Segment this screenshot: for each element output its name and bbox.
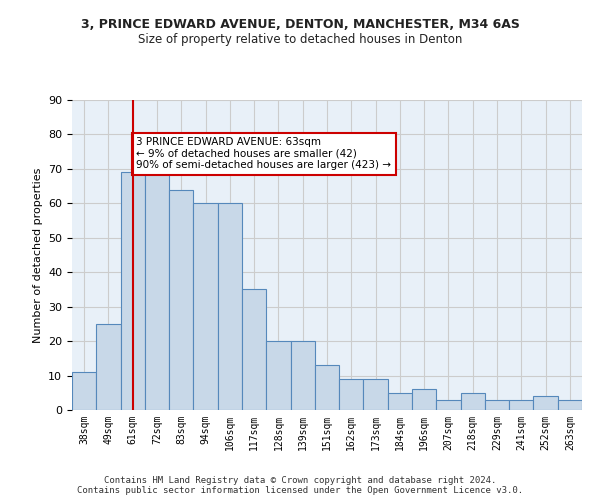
Bar: [315, 365, 339, 410]
Bar: [364, 379, 388, 410]
Bar: [388, 393, 412, 410]
Bar: [121, 172, 145, 410]
Bar: [436, 400, 461, 410]
Bar: [533, 396, 558, 410]
Y-axis label: Number of detached properties: Number of detached properties: [32, 168, 43, 342]
Bar: [193, 204, 218, 410]
Bar: [461, 393, 485, 410]
Bar: [218, 204, 242, 410]
Bar: [96, 324, 121, 410]
Text: 3, PRINCE EDWARD AVENUE, DENTON, MANCHESTER, M34 6AS: 3, PRINCE EDWARD AVENUE, DENTON, MANCHES…: [80, 18, 520, 30]
Text: 3 PRINCE EDWARD AVENUE: 63sqm
← 9% of detached houses are smaller (42)
90% of se: 3 PRINCE EDWARD AVENUE: 63sqm ← 9% of de…: [136, 137, 391, 170]
Bar: [242, 290, 266, 410]
Text: Size of property relative to detached houses in Denton: Size of property relative to detached ho…: [138, 32, 462, 46]
Bar: [509, 400, 533, 410]
Text: Contains HM Land Registry data © Crown copyright and database right 2024.
Contai: Contains HM Land Registry data © Crown c…: [77, 476, 523, 495]
Bar: [266, 341, 290, 410]
Bar: [412, 390, 436, 410]
Bar: [485, 400, 509, 410]
Bar: [145, 158, 169, 410]
Bar: [558, 400, 582, 410]
Bar: [169, 190, 193, 410]
Bar: [290, 341, 315, 410]
Bar: [72, 372, 96, 410]
Bar: [339, 379, 364, 410]
